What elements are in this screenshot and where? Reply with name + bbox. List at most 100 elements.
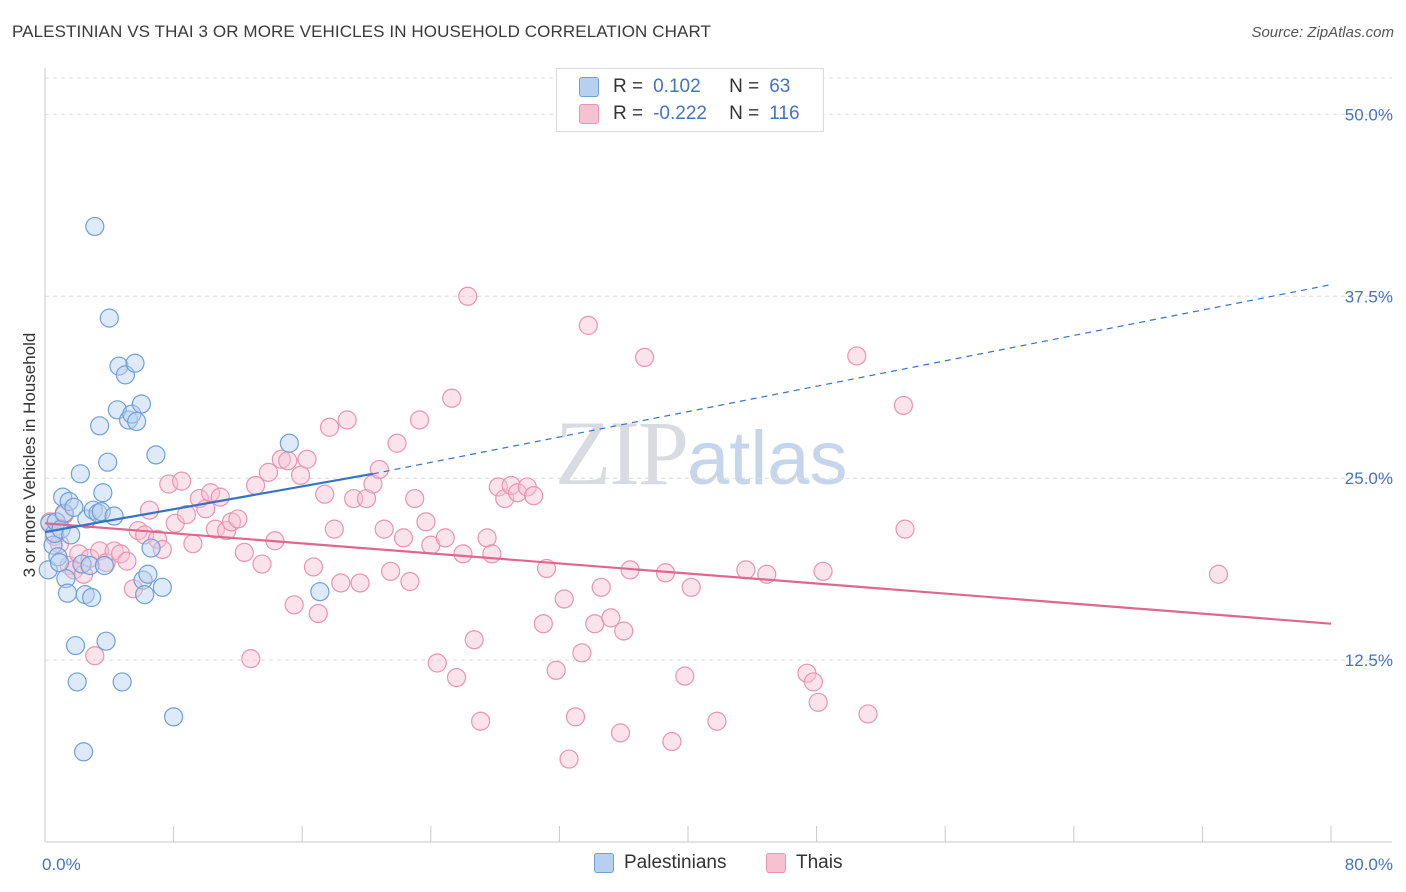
correlation-legend: R = 0.102 N = 63 R = -0.222 N = 116: [556, 68, 824, 132]
r-label: R =: [613, 76, 644, 97]
thais-point: [217, 520, 237, 541]
palestinians-point: [112, 672, 132, 692]
r-label: R =: [613, 103, 644, 124]
palestinians-point: [54, 503, 74, 523]
r-value: 0.102: [653, 76, 701, 97]
palestinians-point: [99, 308, 119, 328]
thais-point: [172, 471, 192, 491]
thais-point: [297, 449, 317, 469]
thais-point: [482, 544, 502, 564]
n-label: N =: [729, 76, 760, 97]
legend-item-palestinians[interactable]: Palestinians: [594, 852, 726, 874]
x-tick-label: 80.0%: [1345, 855, 1393, 874]
palestinians-point: [57, 583, 78, 603]
series-legend: Palestinians Thais: [0, 852, 1406, 876]
thais-point: [381, 561, 401, 581]
thais-point: [303, 557, 324, 577]
palestinians-point: [279, 433, 299, 453]
thais-point: [435, 528, 455, 548]
thais-trend-line: [44, 522, 1332, 625]
palestinians-point: [164, 707, 184, 727]
trend-lines: [44, 284, 1332, 625]
thais-point: [210, 487, 230, 507]
y-tick-label: 12.5%: [1345, 651, 1393, 670]
watermark-atlas: atlas: [687, 416, 848, 501]
thais-point: [427, 653, 447, 673]
watermark: ZIPatlas: [555, 400, 848, 506]
thais-point: [139, 500, 160, 520]
thais-point: [895, 519, 915, 539]
thais-point: [416, 512, 436, 532]
palestinians-point: [96, 631, 116, 651]
x-tick-label: 0.0%: [42, 855, 81, 874]
thais-point: [707, 711, 727, 731]
source-label: Source: ZipAtlas.com: [1251, 24, 1394, 41]
palestinians-point: [310, 582, 330, 602]
thais-point: [409, 410, 430, 430]
thais-point: [290, 465, 311, 485]
thais-point: [858, 704, 878, 724]
thais-point: [85, 646, 105, 666]
thais-point: [662, 731, 682, 752]
thais-point: [393, 528, 414, 548]
palestinians-point: [135, 585, 155, 605]
legend-row-thais: R = -0.222 N = 116: [579, 103, 800, 125]
n-label: N =: [729, 103, 760, 124]
palestinians-point: [131, 394, 152, 414]
thais-point: [601, 608, 621, 628]
thais-point: [508, 483, 528, 503]
palestinians-point: [146, 445, 166, 465]
r-value: -0.222: [653, 103, 707, 124]
thais-point: [736, 560, 756, 580]
palestinians-point: [64, 497, 84, 517]
palestinians-point: [80, 555, 100, 576]
palestinians-point: [49, 552, 70, 573]
thais-point: [477, 528, 497, 548]
palestinians-point: [125, 353, 145, 373]
thais-point: [308, 603, 328, 624]
palestinians-point: [152, 577, 172, 597]
legend-label-palestinians: Palestinians: [624, 852, 727, 873]
thais-point: [442, 388, 462, 408]
thais-point: [252, 554, 272, 574]
thais-point: [374, 519, 394, 539]
thais-point: [471, 711, 491, 731]
palestinians-point: [67, 672, 87, 692]
tick-labels: 12.5% 25.0% 37.5% 50.0% 0.0% 80.0%: [42, 105, 1393, 874]
palestinians-point: [65, 635, 86, 656]
thais-point: [90, 541, 110, 561]
palestinians-point: [73, 742, 94, 762]
thais-point: [578, 315, 598, 335]
thais-point: [610, 723, 631, 743]
palestinians-point: [94, 555, 115, 576]
thais-point: [681, 577, 701, 597]
palestinians-point: [91, 502, 111, 522]
thais-point: [565, 707, 586, 727]
thais-point: [271, 449, 291, 469]
grid-lines: [45, 77, 1392, 661]
thais-point: [453, 544, 473, 564]
n-value: 116: [769, 103, 800, 124]
thais-point: [258, 462, 279, 482]
y-tick-label: 37.5%: [1345, 287, 1393, 306]
chart-title: PALESTINIAN VS THAI 3 OR MORE VEHICLES I…: [12, 22, 712, 41]
thais-point: [241, 649, 261, 669]
thais-points: [40, 286, 1229, 769]
palestinians-point: [127, 411, 147, 432]
thais-point: [464, 630, 484, 650]
legend-item-thais[interactable]: Thais: [766, 852, 842, 874]
thais-point: [585, 614, 605, 634]
thais-point: [183, 534, 203, 554]
palestinians-point: [93, 483, 113, 503]
thais-point: [234, 542, 254, 563]
thais-point: [813, 561, 833, 581]
watermark-zip: ZIP: [555, 402, 689, 504]
thais-point: [350, 573, 370, 593]
thais-point: [501, 475, 521, 496]
palestinians-point: [56, 569, 76, 589]
y-tick-label: 50.0%: [1345, 105, 1393, 124]
thais-point: [533, 614, 553, 634]
palestinians-point: [72, 554, 92, 574]
palestinians-point: [104, 506, 124, 526]
